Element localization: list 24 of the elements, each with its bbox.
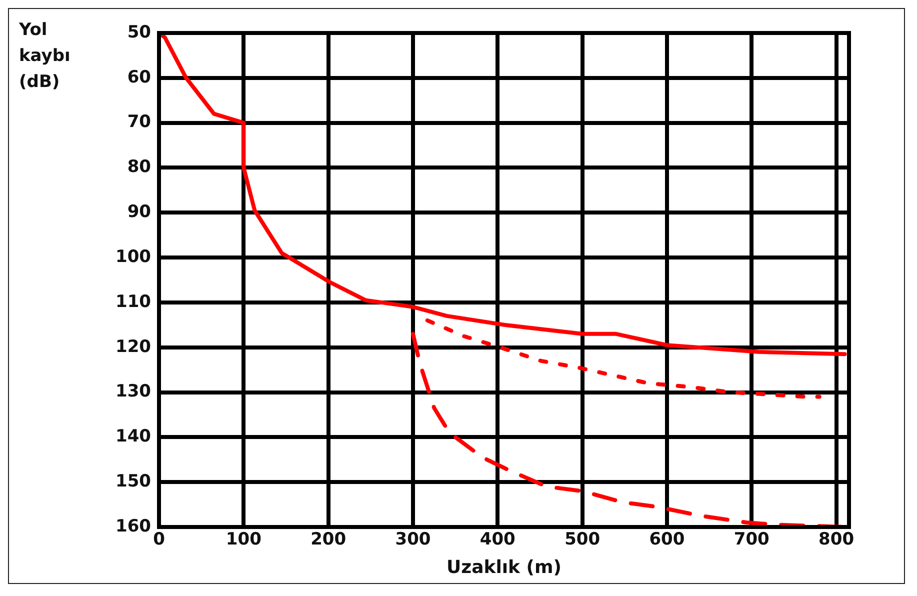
x-tick-label: 800 [818, 530, 854, 550]
x-tick-label: 700 [734, 530, 770, 550]
x-tick-label: 300 [395, 530, 431, 550]
y-tick-label: 150 [116, 472, 152, 492]
x-tick-label: 200 [310, 530, 346, 550]
x-tick-label: 400 [480, 530, 516, 550]
x-axis-title: Uzaklık (m) [446, 556, 562, 578]
y-tick-label: 50 [127, 22, 152, 42]
y-tick-label: 130 [116, 382, 152, 402]
x-tick-label: 500 [564, 530, 600, 550]
y-tick-label: 80 [127, 157, 152, 178]
x-tick-label: 0 [153, 530, 166, 550]
y-tick-label: 70 [127, 112, 152, 132]
y-tick-label: 60 [127, 67, 152, 88]
line-series [425, 318, 822, 399]
y-tick-label: 140 [116, 426, 152, 447]
x-tick-label: 100 [226, 530, 262, 550]
x-tick-label: 600 [649, 530, 685, 550]
y-tick-label: 110 [116, 292, 152, 312]
y-tick-label: 160 [116, 516, 152, 536]
y-tick-label: 90 [127, 202, 152, 222]
y-tick-label: 120 [116, 336, 152, 357]
y-axis-title: Yol kaybı (dB) [19, 17, 81, 95]
y-tick-label: 100 [116, 246, 152, 267]
